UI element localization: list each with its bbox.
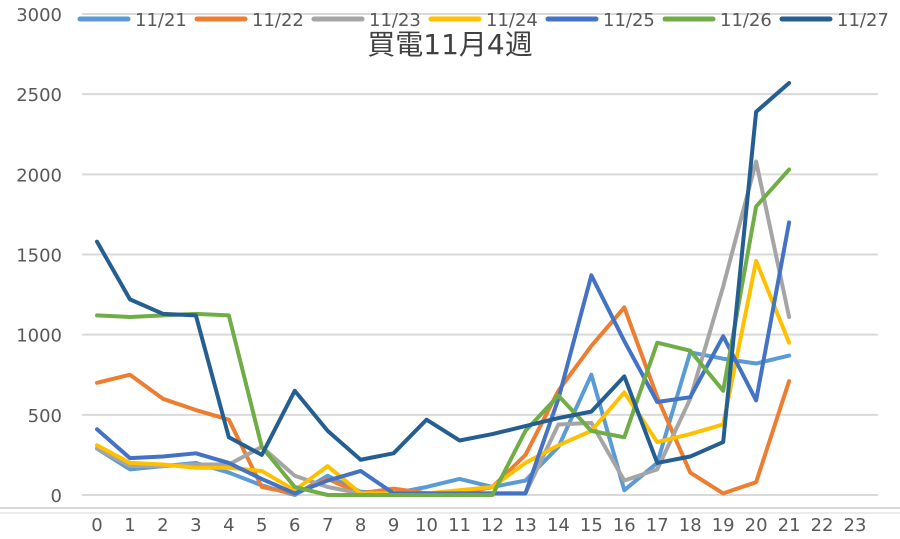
- x-tick-label: 15: [580, 515, 603, 536]
- series-line-11-21: [95, 350, 792, 497]
- y-tick-label: 0: [51, 486, 62, 507]
- y-tick-label: 500: [28, 406, 62, 427]
- x-tick-label: 20: [745, 515, 768, 536]
- y-tick-label: 2000: [16, 165, 62, 186]
- x-tick-label: 6: [289, 515, 300, 536]
- x-tick-label: 7: [322, 515, 333, 536]
- x-tick-label: 18: [679, 515, 702, 536]
- series-line-11-27: [95, 80, 792, 465]
- legend-label: 11/27: [837, 10, 889, 31]
- x-tick-label: 14: [547, 515, 570, 536]
- x-tick-label: 4: [223, 515, 234, 536]
- legend-label: 11/25: [603, 10, 655, 31]
- y-tick-label: 2500: [16, 85, 62, 106]
- x-tick-label: 5: [256, 515, 267, 536]
- legend-label: 11/21: [135, 10, 187, 31]
- x-tick-label: 1: [124, 515, 135, 536]
- legend-label: 11/22: [252, 10, 304, 31]
- series-line-11-26: [95, 167, 792, 497]
- legend-label: 11/24: [486, 10, 538, 31]
- x-tick-label: 11: [448, 515, 471, 536]
- y-tick-label: 1500: [16, 246, 62, 267]
- x-tick-label: 13: [514, 515, 537, 536]
- x-tick-label: 10: [415, 515, 438, 536]
- x-tick-label: 22: [811, 515, 834, 536]
- x-tick-label: 12: [481, 515, 504, 536]
- x-tick-label: 8: [355, 515, 366, 536]
- x-tick-label: 0: [91, 515, 102, 536]
- x-tick-label: 2: [157, 515, 168, 536]
- x-tick-label: 9: [388, 515, 399, 536]
- y-tick-label: 1000: [16, 326, 62, 347]
- x-tick-label: 23: [844, 515, 867, 536]
- x-tick-label: 19: [712, 515, 735, 536]
- x-tick-label: 21: [778, 515, 801, 536]
- series-line-11-25: [95, 220, 792, 496]
- chart-title: 買電11月4週: [367, 28, 532, 61]
- legend-label: 11/23: [369, 10, 421, 31]
- x-tick-label: 16: [613, 515, 636, 536]
- x-tick-label: 17: [646, 515, 669, 536]
- x-tick-label: 3: [190, 515, 201, 536]
- legend-label: 11/26: [720, 10, 772, 31]
- y-tick-label: 3000: [16, 5, 62, 26]
